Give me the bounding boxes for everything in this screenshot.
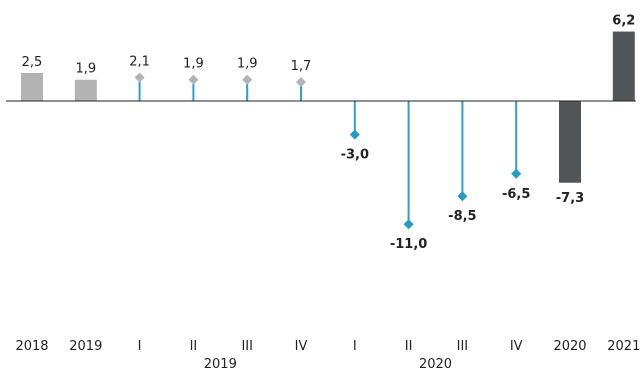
marker-4: [242, 74, 253, 85]
value-label-10: -7,3: [556, 191, 584, 206]
value-label-0: 2,5: [22, 55, 43, 70]
value-label-5: 1,7: [291, 59, 312, 74]
value-label-8: -8,5: [448, 209, 476, 224]
chart-value-labels: 2,5 1,9 2,1 1,9 1,9 1,7 -3,0 -11,0 -8,5 -6,5 -7,3 6…: [22, 14, 636, 253]
category-label-8: III: [457, 339, 469, 354]
marker-6: [349, 129, 360, 140]
category-label-3: II: [190, 339, 198, 354]
value-label-7: -11,0: [390, 237, 427, 252]
group-label-1: 2020: [419, 357, 452, 372]
category-label-6: I: [353, 339, 357, 354]
value-label-6: -3,0: [341, 148, 369, 163]
bar-1: [74, 79, 97, 101]
category-label-7: II: [405, 339, 413, 354]
bar-10: [559, 101, 581, 183]
marker-8: [457, 191, 468, 202]
bar-0: [21, 73, 43, 101]
bar-11: [612, 31, 635, 102]
category-label-9: IV: [510, 339, 523, 354]
value-label-2: 2,1: [129, 54, 150, 69]
chart-marks: [21, 31, 635, 230]
marker-3: [188, 74, 199, 85]
value-label-1: 1,9: [75, 62, 96, 77]
category-label-5: IV: [295, 339, 308, 354]
marker-5: [296, 76, 306, 87]
category-label-2: I: [138, 339, 142, 354]
value-label-11: 6,2: [612, 14, 635, 29]
value-label-4: 1,9: [237, 57, 258, 72]
category-label-11: 2021: [607, 339, 640, 354]
marker-7: [403, 219, 414, 230]
value-label-9: -6,5: [502, 187, 530, 202]
marker-2: [134, 72, 145, 83]
category-label-10: 2020: [553, 339, 586, 354]
group-label-0: 2019: [204, 357, 237, 372]
value-label-3: 1,9: [183, 57, 204, 72]
category-label-0: 2018: [15, 339, 48, 354]
marker-9: [511, 168, 522, 179]
category-label-1: 2019: [69, 339, 102, 354]
category-label-4: III: [241, 339, 253, 354]
